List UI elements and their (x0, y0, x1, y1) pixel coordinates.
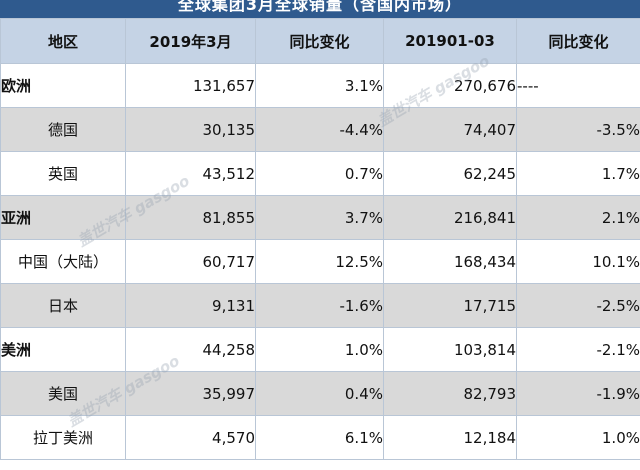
header-ytd: 201901-03 (383, 18, 517, 64)
march-sales-cell: 60,717 (125, 239, 256, 284)
march-yoy-cell: 0.7% (255, 151, 384, 196)
table-row: 美国 35,997 0.4% 82,793 -1.9% (0, 371, 640, 416)
region-name-cell: 美洲 (0, 327, 126, 372)
ytd-yoy-cell: 10.1% (516, 239, 640, 284)
table-row: 英国 43,512 0.7% 62,245 1.7% (0, 151, 640, 196)
march-yoy-cell: -1.6% (255, 283, 384, 328)
ytd-sales-cell: 74,407 (383, 107, 517, 152)
ytd-sales-cell: 12,184 (383, 415, 517, 460)
ytd-sales-cell: 216,841 (383, 195, 517, 240)
title-banner: 全球集团3月全球销量（含国内市场） (0, 0, 640, 18)
sales-table: 地区 2019年3月 同比变化 201901-03 同比变化 欧洲 131,657… (0, 18, 640, 460)
march-sales-cell: 30,135 (125, 107, 256, 152)
table-row: 中国（大陆） 60,717 12.5% 168,434 10.1% (0, 239, 640, 284)
header-march-yoy: 同比变化 (255, 18, 384, 64)
march-sales-cell: 44,258 (125, 327, 256, 372)
march-yoy-cell: 3.1% (255, 63, 384, 108)
region-name-cell: 日本 (0, 283, 126, 328)
header-region: 地区 (0, 18, 126, 64)
ytd-yoy-cell: -1.9% (516, 371, 640, 416)
ytd-yoy-cell: 1.7% (516, 151, 640, 196)
table-row: 亚洲 81,855 3.7% 216,841 2.1% (0, 195, 640, 240)
table-row: 美洲 44,258 1.0% 103,814 -2.1% (0, 327, 640, 372)
table-row: 日本 9,131 -1.6% 17,715 -2.5% (0, 283, 640, 328)
table-row: 欧洲 131,657 3.1% 270,676 ---- (0, 63, 640, 108)
ytd-yoy-cell: -3.5% (516, 107, 640, 152)
banner-title: 全球集团3月全球销量（含国内市场） (177, 0, 463, 14)
march-sales-cell: 81,855 (125, 195, 256, 240)
march-yoy-cell: -4.4% (255, 107, 384, 152)
ytd-yoy-cell: 2.1% (516, 195, 640, 240)
header-ytd-yoy: 同比变化 (516, 18, 640, 64)
march-sales-cell: 131,657 (125, 63, 256, 108)
ytd-sales-cell: 168,434 (383, 239, 517, 284)
ytd-yoy-cell: 1.0% (516, 415, 640, 460)
ytd-yoy-cell: ---- (516, 63, 640, 108)
region-name-cell: 美国 (0, 371, 126, 416)
ytd-yoy-cell: -2.1% (516, 327, 640, 372)
march-yoy-cell: 12.5% (255, 239, 384, 284)
table-header-row: 地区 2019年3月 同比变化 201901-03 同比变化 (0, 18, 640, 64)
march-yoy-cell: 0.4% (255, 371, 384, 416)
region-name-cell: 英国 (0, 151, 126, 196)
region-name-cell: 德国 (0, 107, 126, 152)
ytd-sales-cell: 17,715 (383, 283, 517, 328)
region-name-cell: 欧洲 (0, 63, 126, 108)
table-row: 德国 30,135 -4.4% 74,407 -3.5% (0, 107, 640, 152)
march-sales-cell: 9,131 (125, 283, 256, 328)
ytd-sales-cell: 270,676 (383, 63, 517, 108)
region-name-cell: 中国（大陆） (0, 239, 126, 284)
ytd-yoy-cell: -2.5% (516, 283, 640, 328)
region-name-cell: 拉丁美洲 (0, 415, 126, 460)
header-march-2019: 2019年3月 (125, 18, 256, 64)
march-sales-cell: 4,570 (125, 415, 256, 460)
march-sales-cell: 35,997 (125, 371, 256, 416)
march-yoy-cell: 1.0% (255, 327, 384, 372)
ytd-sales-cell: 62,245 (383, 151, 517, 196)
ytd-sales-cell: 82,793 (383, 371, 517, 416)
march-yoy-cell: 6.1% (255, 415, 384, 460)
march-yoy-cell: 3.7% (255, 195, 384, 240)
march-sales-cell: 43,512 (125, 151, 256, 196)
ytd-sales-cell: 103,814 (383, 327, 517, 372)
table-row: 拉丁美洲 4,570 6.1% 12,184 1.0% (0, 415, 640, 460)
region-name-cell: 亚洲 (0, 195, 126, 240)
